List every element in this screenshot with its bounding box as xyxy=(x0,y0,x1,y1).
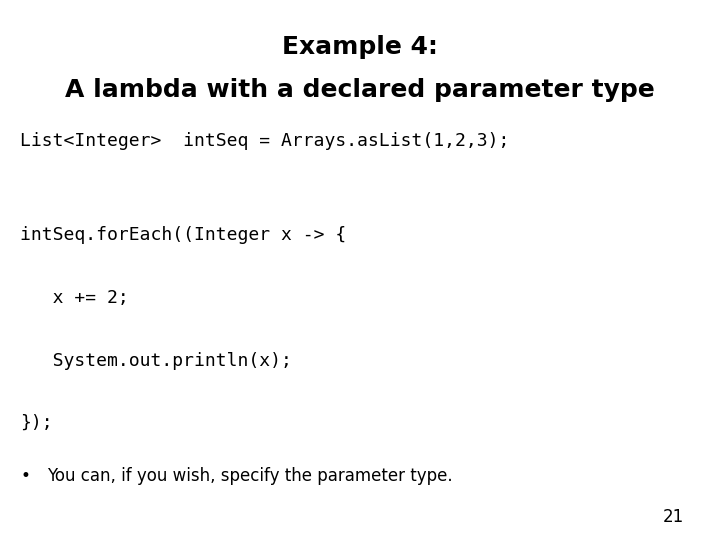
Text: x += 2;: x += 2; xyxy=(20,289,129,307)
Text: 21: 21 xyxy=(662,509,684,526)
Text: });: }); xyxy=(20,414,53,432)
Text: You can, if you wish, specify the parameter type.: You can, if you wish, specify the parame… xyxy=(47,467,452,485)
Text: System.out.println(x);: System.out.println(x); xyxy=(20,352,292,369)
Text: List<Integer>  intSeq = Arrays.asList(1,2,3);: List<Integer> intSeq = Arrays.asList(1,2… xyxy=(20,132,510,150)
Text: A lambda with a declared parameter type: A lambda with a declared parameter type xyxy=(65,78,655,102)
Text: Example 4:: Example 4: xyxy=(282,35,438,59)
Text: intSeq.forEach((Integer x -> {: intSeq.forEach((Integer x -> { xyxy=(20,226,346,244)
Text: •: • xyxy=(20,467,30,485)
